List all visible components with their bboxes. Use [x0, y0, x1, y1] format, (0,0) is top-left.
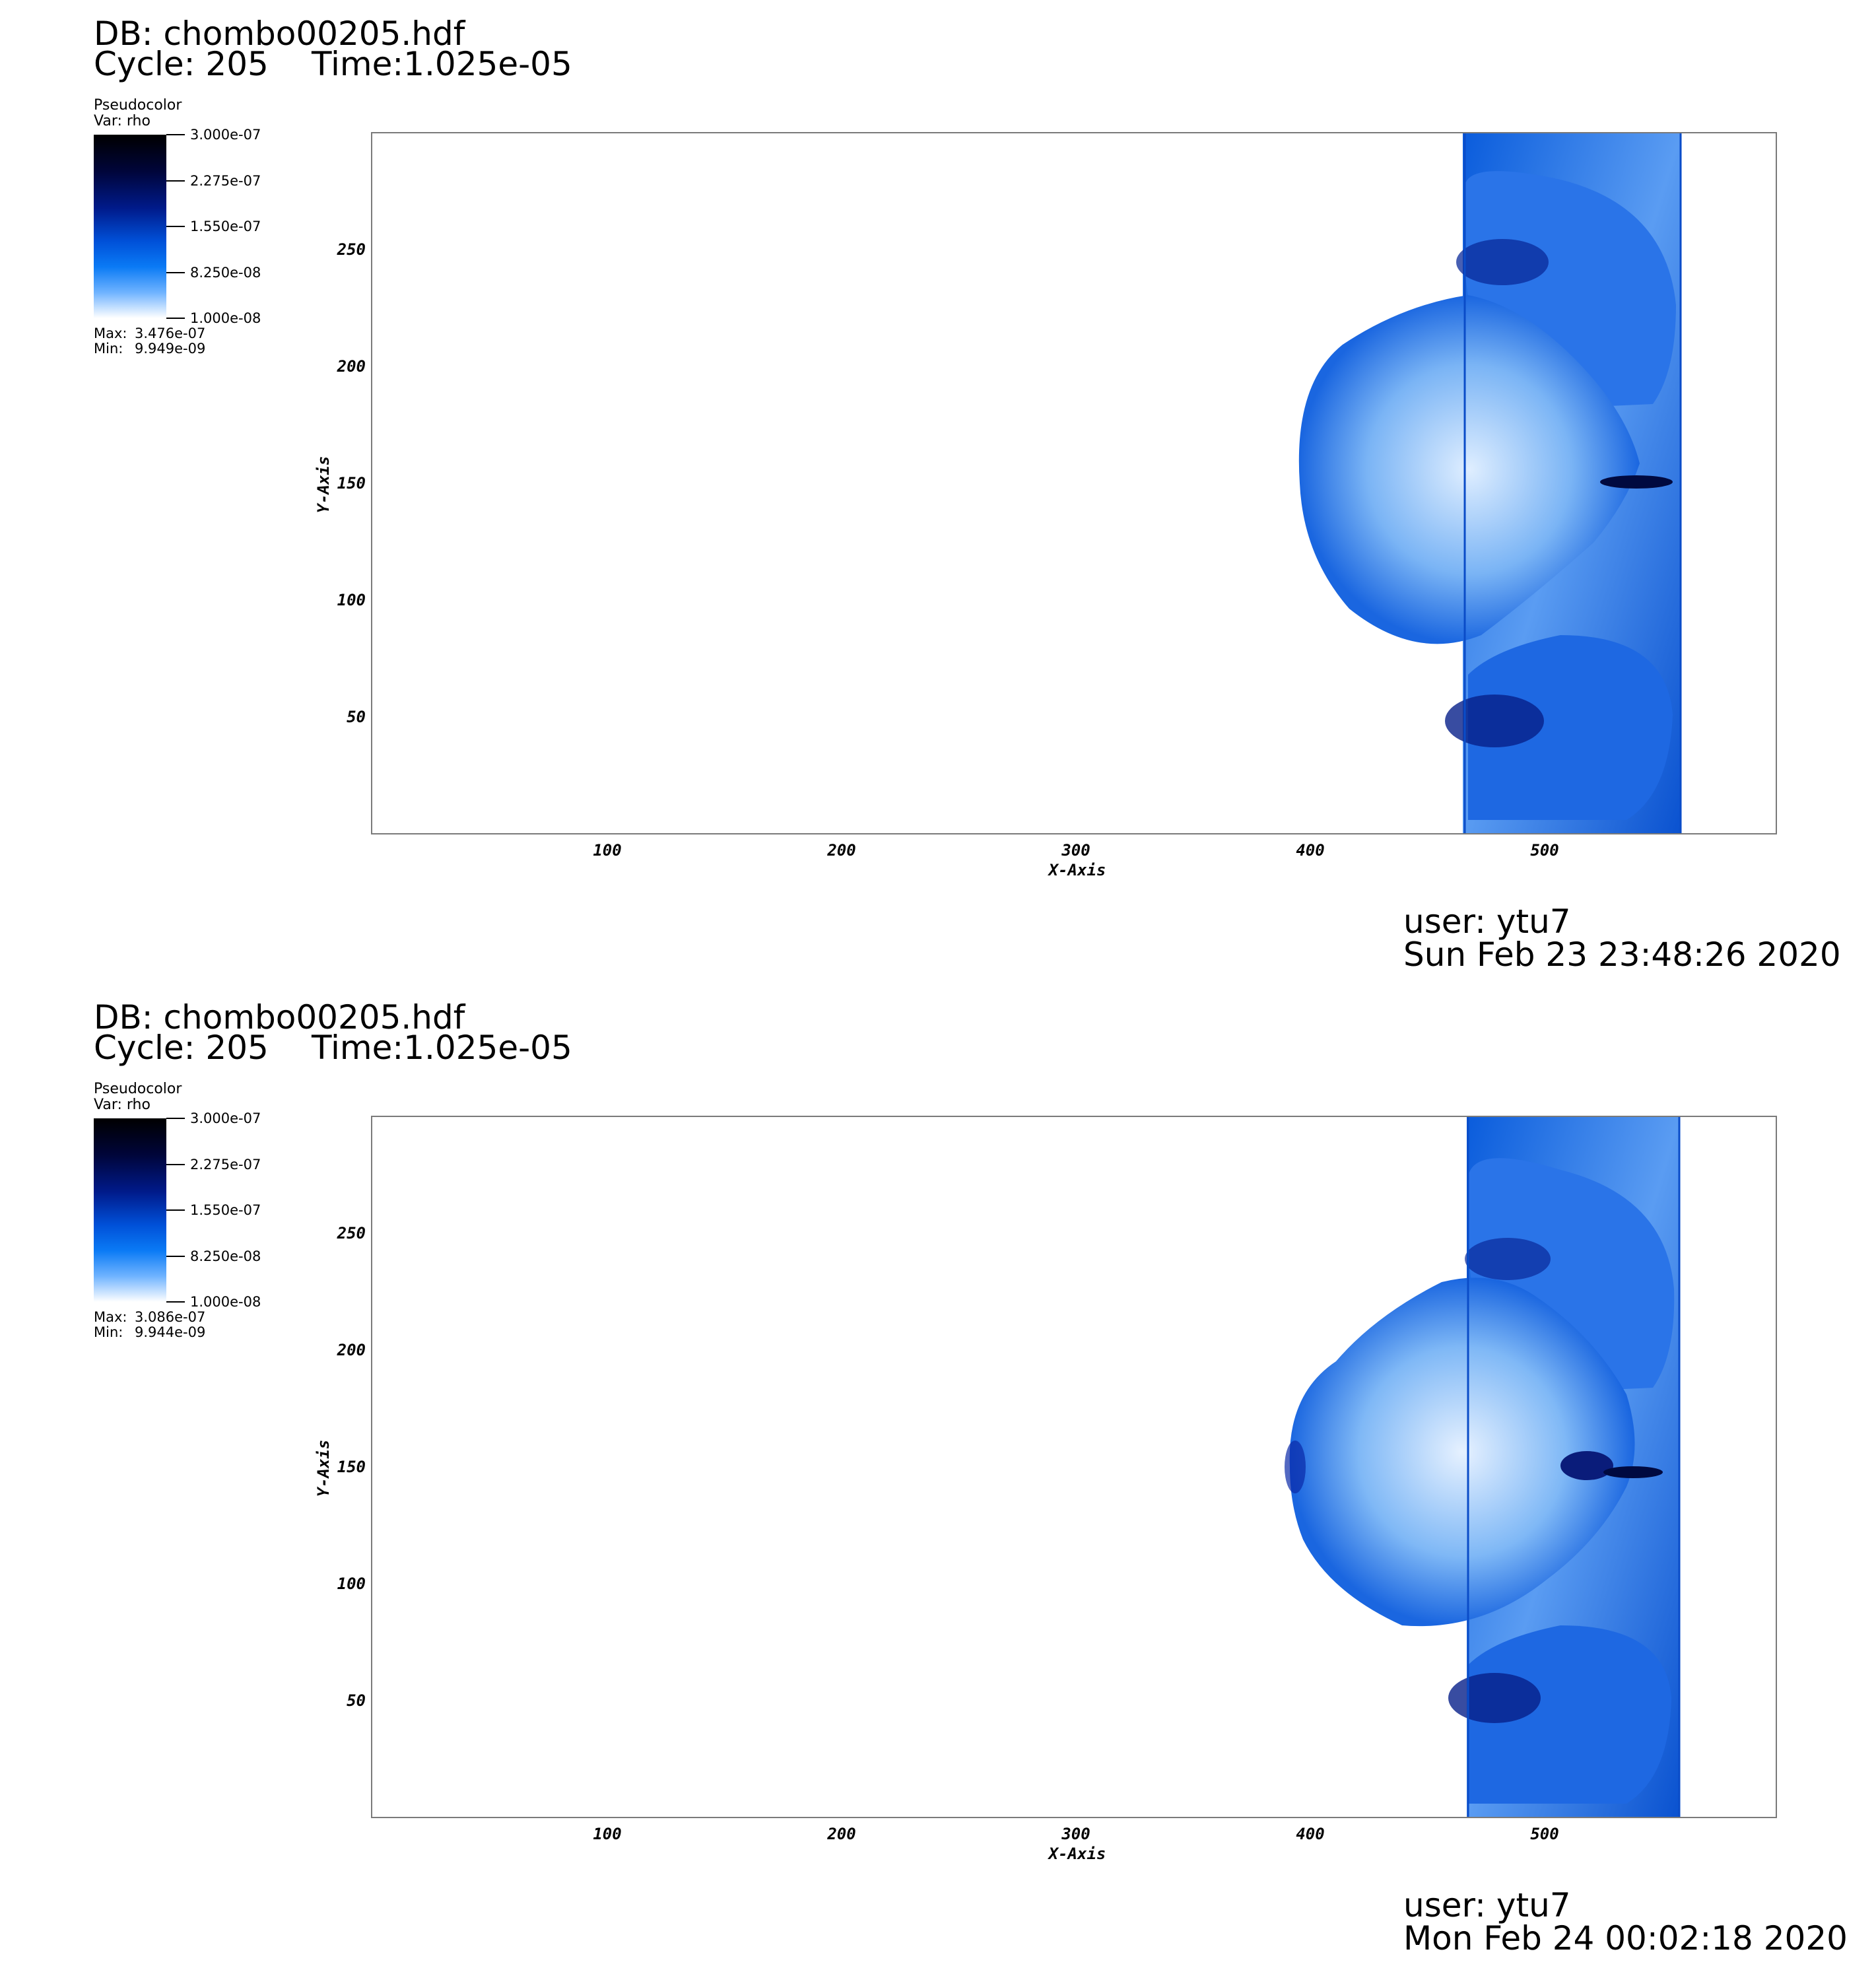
visit-plot-panel-1: DB: chombo00205.hdf Cycle: 205 Time:1.02… [0, 0, 1876, 984]
cycle-label: Cycle: 205 [94, 45, 269, 83]
legend-min-value: 9.944e-09 [135, 1324, 206, 1340]
colorbar [94, 1118, 166, 1302]
density-field-image [1298, 133, 1682, 833]
x-axis-title: X-Axis [1048, 861, 1106, 879]
colorbar-label: 2.275e-07 [190, 173, 261, 189]
legend-max-label: Max: [94, 325, 127, 341]
colorbar-tick [166, 272, 185, 273]
y-tick-label: 100 [337, 591, 366, 609]
colorbar-label: 8.250e-08 [190, 1248, 261, 1264]
x-tick-label: 400 [1296, 841, 1325, 860]
legend-variable: Var: rho [94, 1097, 151, 1113]
y-tick-label: 150 [337, 474, 366, 493]
user-label: user: ytu7 [1403, 902, 1571, 941]
x-tick-label: 300 [1061, 841, 1090, 860]
colorbar-tick [166, 1209, 185, 1211]
colorbar-label: 1.550e-07 [190, 1202, 261, 1218]
colorbar-label: 8.250e-08 [190, 265, 261, 281]
time-label: Time:1.025e-05 [312, 1029, 572, 1067]
y-tick-label: 100 [337, 1575, 366, 1593]
colorbar-label: 1.550e-07 [190, 219, 261, 234]
x-tick-label: 400 [1296, 1825, 1325, 1843]
density-field-image [1285, 1117, 1681, 1817]
legend-min-label: Min: [94, 341, 123, 357]
colorbar-tick [166, 1256, 185, 1257]
x-tick-label: 100 [593, 1825, 622, 1843]
y-tick-label: 50 [347, 1691, 366, 1710]
cycle-time-line: Cycle: 205 Time:1.025e-05 [94, 1029, 572, 1067]
legend-plot-type: Pseudocolor [94, 1081, 182, 1097]
x-tick-label: 300 [1061, 1825, 1090, 1843]
plot-area [371, 132, 1777, 834]
colorbar-tick [166, 1301, 185, 1303]
date-label: Sun Feb 23 23:48:26 2020 [1403, 935, 1841, 974]
y-tick-label: 200 [337, 357, 366, 376]
y-tick-label: 200 [337, 1341, 366, 1359]
colorbar-label: 1.000e-08 [190, 1294, 261, 1310]
legend-plot-type: Pseudocolor [94, 97, 182, 114]
visit-plot-panel-2: DB: chombo00205.hdf Cycle: 205 Time:1.02… [0, 984, 1876, 1967]
legend-min-value: 9.949e-09 [135, 341, 206, 357]
colorbar-tick [166, 226, 185, 227]
legend-min: Min: 9.944e-09 [94, 1324, 205, 1340]
cycle-label: Cycle: 205 [94, 1029, 269, 1067]
x-tick-label: 500 [1530, 841, 1559, 860]
x-tick-label: 200 [827, 1825, 856, 1843]
y-tick-label: 150 [337, 1458, 366, 1476]
colorbar-label: 3.000e-07 [190, 1110, 261, 1126]
legend-variable: Var: rho [94, 113, 151, 129]
database-name: DB: chombo00205.hdf [94, 15, 465, 53]
x-tick-label: 200 [827, 841, 856, 860]
y-axis-title: Y-Axis [314, 456, 333, 514]
y-tick-label: 250 [337, 240, 366, 259]
colorbar [94, 135, 166, 318]
y-axis-title: Y-Axis [314, 1439, 333, 1497]
y-tick-label: 50 [347, 708, 366, 726]
plot-area [371, 1116, 1777, 1818]
date-label: Mon Feb 24 00:02:18 2020 [1403, 1919, 1848, 1957]
colorbar-tick [166, 1164, 185, 1165]
colorbar-label: 2.275e-07 [190, 1157, 261, 1172]
colorbar-label: 3.000e-07 [190, 127, 261, 143]
legend-max-value: 3.476e-07 [135, 325, 206, 341]
colorbar-tick [166, 134, 185, 135]
time-label: Time:1.025e-05 [312, 45, 572, 83]
legend-max-value: 3.086e-07 [135, 1309, 206, 1325]
colorbar-tick [166, 318, 185, 319]
colorbar-tick [166, 180, 185, 182]
x-axis-title: X-Axis [1048, 1845, 1106, 1863]
legend-max-label: Max: [94, 1309, 127, 1325]
database-name: DB: chombo00205.hdf [94, 998, 465, 1036]
legend-min: Min: 9.949e-09 [94, 341, 205, 357]
y-tick-label: 250 [337, 1224, 366, 1242]
legend-min-label: Min: [94, 1324, 123, 1340]
colorbar-label: 1.000e-08 [190, 310, 261, 326]
user-label: user: ytu7 [1403, 1886, 1571, 1924]
cycle-time-line: Cycle: 205 Time:1.025e-05 [94, 45, 572, 83]
legend-max: Max: 3.476e-07 [94, 325, 205, 341]
legend-max: Max: 3.086e-07 [94, 1309, 205, 1325]
colorbar-tick [166, 1118, 185, 1119]
x-tick-label: 500 [1530, 1825, 1559, 1843]
x-tick-label: 100 [593, 841, 622, 860]
